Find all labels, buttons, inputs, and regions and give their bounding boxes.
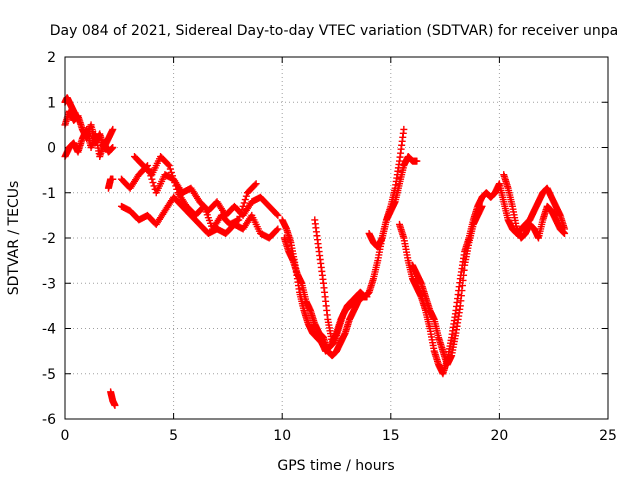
data-point [400, 125, 408, 133]
x-tick-label: 5 [169, 428, 178, 444]
x-tick-label: 20 [490, 428, 508, 444]
data-point [170, 175, 178, 183]
data-point [109, 125, 117, 133]
data-point [165, 162, 173, 170]
data-point [237, 209, 245, 217]
series-track-n [409, 202, 486, 369]
y-tick-label: 1 [47, 95, 56, 111]
data-point [169, 172, 177, 180]
x-tick-label: 25 [599, 428, 617, 444]
data-point [273, 226, 281, 234]
y-tick-label: -1 [42, 186, 56, 202]
x-tick-label: 10 [273, 428, 291, 444]
data-point [240, 199, 248, 207]
series-track-d [104, 175, 117, 192]
data-point [274, 225, 282, 233]
x-axis-title: GPS time / hours [277, 458, 394, 474]
data-point [111, 401, 119, 409]
y-tick-label: -5 [42, 367, 56, 383]
series-track-h [131, 153, 260, 233]
y-axis-title: SDTVAR / TECUs [6, 181, 22, 296]
x-tick-label: 0 [61, 428, 70, 444]
data-point [173, 185, 181, 193]
y-tick-label: -2 [42, 231, 56, 247]
data-point [109, 175, 117, 183]
data-point [274, 211, 282, 219]
data-point [166, 165, 174, 173]
data-point [251, 181, 259, 189]
y-tick-label: -4 [42, 322, 56, 338]
y-tick-label: -6 [42, 412, 56, 428]
data-point [478, 202, 486, 210]
data-point [171, 179, 179, 187]
data-point [236, 213, 244, 221]
series-track-k [311, 216, 358, 346]
x-tick-label: 15 [382, 428, 400, 444]
data-point [413, 157, 421, 165]
grid-lines [65, 57, 608, 419]
data-point [363, 293, 371, 301]
y-tick-label: 0 [47, 141, 56, 157]
data-point [235, 216, 243, 224]
data-point [167, 168, 175, 176]
y-tick-label: 2 [47, 50, 56, 66]
data-point [149, 179, 157, 187]
series-track-j [280, 234, 371, 360]
series-track-b [61, 125, 117, 161]
data-point [561, 229, 569, 237]
y-tick-label: -3 [42, 276, 56, 292]
data-point [350, 297, 358, 305]
data-points [61, 94, 569, 409]
data-point [252, 180, 260, 188]
data-point [273, 210, 281, 218]
axis-ticks: 0 5 10 15 20 25 -6 -5 -4 -3 -2 -1 0 1 2 [42, 50, 617, 444]
data-point [239, 202, 247, 210]
data-point [172, 182, 180, 190]
series-track-c [61, 94, 82, 124]
data-point [242, 192, 250, 200]
data-point [164, 160, 172, 168]
series-track-e [107, 388, 119, 409]
series-track-l [365, 153, 421, 251]
chart-title: Day 084 of 2021, Sidereal Day-to-day VTE… [50, 23, 618, 39]
data-point [238, 206, 246, 214]
data-point [241, 196, 249, 204]
series-track-o [500, 171, 569, 242]
plot-frame [64, 56, 609, 420]
data-point [109, 144, 117, 151]
data-point [74, 116, 82, 124]
series-track-i [278, 125, 408, 355]
